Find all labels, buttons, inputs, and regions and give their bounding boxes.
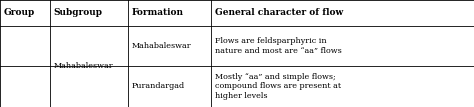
Text: Formation: Formation [132, 8, 184, 17]
Text: Subgroup: Subgroup [54, 8, 102, 17]
Text: Mostly “aa” and simple flows;
compound flows are present at
higher levels: Mostly “aa” and simple flows; compound f… [215, 73, 341, 100]
Text: Mahabaleswar: Mahabaleswar [132, 42, 191, 50]
Text: Purandargad: Purandargad [132, 82, 185, 90]
Text: Group: Group [4, 8, 35, 17]
Text: General character of flow: General character of flow [215, 8, 343, 17]
Text: Mahabaleswar: Mahabaleswar [54, 62, 113, 70]
Text: Flows are feldsparphyric in
nature and most are “aa” flows: Flows are feldsparphyric in nature and m… [215, 37, 341, 55]
